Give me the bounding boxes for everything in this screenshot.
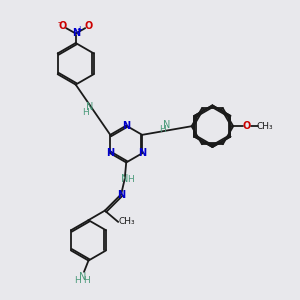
Text: -: - xyxy=(58,18,61,27)
Text: N: N xyxy=(80,272,87,282)
Text: CH₃: CH₃ xyxy=(256,122,273,131)
Text: N: N xyxy=(121,174,128,184)
Text: N: N xyxy=(163,120,171,130)
Text: CH₃: CH₃ xyxy=(118,218,135,226)
Text: O: O xyxy=(58,21,67,32)
Text: N: N xyxy=(86,102,93,112)
Text: H: H xyxy=(159,124,166,134)
Text: H: H xyxy=(127,175,134,184)
Text: H: H xyxy=(84,276,90,285)
Text: N: N xyxy=(106,148,114,158)
Text: O: O xyxy=(243,121,251,131)
Text: H: H xyxy=(82,108,89,117)
Text: N: N xyxy=(72,28,80,38)
Text: N: N xyxy=(138,148,146,158)
Text: +: + xyxy=(76,26,83,34)
Text: O: O xyxy=(85,21,93,32)
Text: H: H xyxy=(74,276,81,285)
Text: N: N xyxy=(122,121,130,130)
Text: N: N xyxy=(117,190,125,200)
